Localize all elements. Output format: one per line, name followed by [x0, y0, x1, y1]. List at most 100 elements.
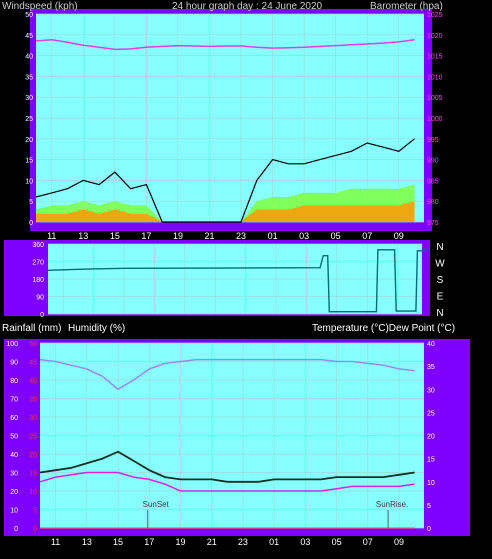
wind-average-area [36, 201, 415, 222]
direction-y-tick-label: 0 [40, 312, 44, 319]
humidity-y-tick-label: 30 [10, 471, 18, 478]
compass-label: E [437, 292, 444, 303]
barometer-y-tick-label: 1020 [427, 33, 443, 40]
wind-y-tick-label: 20 [25, 137, 33, 144]
wind-y-tick-label: 10 [25, 178, 33, 185]
x-tick-label: 13 [78, 231, 88, 241]
temp-y-tick-label: 10 [427, 480, 435, 487]
rain-y-tick-label: 25 [29, 434, 37, 441]
x-tick-label: 23 [236, 231, 246, 241]
temp-y-tick-label: 20 [427, 434, 435, 441]
wind-y-tick-label: 30 [25, 95, 33, 102]
temp-y-tick-label: 5 [427, 503, 431, 510]
x-tick-label: 01 [269, 537, 279, 547]
direction-y-tick-label: 270 [32, 260, 44, 267]
humidity-y-tick-label: 100 [6, 341, 18, 348]
temp-y-tick-label: 0 [427, 526, 431, 533]
rainfall-axis-title: Rainfall (mm) [2, 323, 61, 334]
humidity-y-tick-label: 90 [10, 360, 18, 367]
dewpoint-line [39, 471, 415, 492]
wind-gust-line [35, 138, 415, 223]
rain-y-tick-label: 35 [29, 397, 37, 404]
humidity-y-tick-label: 80 [10, 378, 18, 385]
compass-label: S [437, 275, 444, 286]
barometer-y-tick-label: 1000 [427, 116, 443, 123]
humidity-y-tick-label: 70 [10, 397, 18, 404]
barometer-y-tick-label: 985 [427, 178, 439, 185]
x-tick-label: 19 [175, 537, 185, 547]
rain-y-tick-label: 0 [33, 526, 37, 533]
sunrise-label: SunRise. [376, 500, 408, 509]
compass-label: W [435, 259, 445, 270]
barometer-y-tick-label: 1005 [427, 95, 443, 102]
x-tick-label: 07 [362, 231, 372, 241]
rain-y-tick-label: 40 [29, 378, 37, 385]
wind-y-tick-label: 25 [25, 116, 33, 123]
humidity-y-tick-label: 0 [14, 526, 18, 533]
rain-y-tick-label: 45 [29, 360, 37, 367]
humidity-y-tick-label: 60 [10, 415, 18, 422]
wind-y-tick-label: 15 [25, 158, 33, 165]
rain-y-tick-label: 10 [29, 489, 37, 496]
rain-y-tick-label: 50 [29, 341, 37, 348]
barometer-y-tick-label: 1010 [427, 74, 443, 81]
barometer-y-tick-label: 1025 [427, 12, 443, 19]
series-layer [35, 39, 426, 529]
temperature-line [39, 450, 415, 483]
humidity-y-tick-label: 50 [10, 434, 18, 441]
compass-label: N [436, 242, 443, 253]
humidity-y-tick-label: 20 [10, 489, 18, 496]
barometer-y-tick-label: 995 [427, 137, 439, 144]
x-tick-label: 01 [268, 231, 278, 241]
rain-y-tick-label: 15 [29, 471, 37, 478]
wind-y-tick-label: 35 [25, 74, 33, 81]
x-tick-label: 19 [173, 231, 183, 241]
barometer-y-tick-label: 1015 [427, 54, 443, 61]
labels-layer: 0510152025303540455097598098599099510001… [6, 12, 445, 547]
compass-label: N [436, 308, 443, 319]
sunset-label: SunSet [143, 500, 170, 509]
direction-y-tick-label: 180 [32, 277, 44, 284]
barometer-line [35, 39, 415, 51]
rain-y-tick-label: 20 [29, 452, 37, 459]
direction-y-tick-label: 360 [32, 242, 44, 249]
x-tick-label: 09 [394, 537, 404, 547]
x-tick-label: 07 [363, 537, 373, 547]
wind-y-tick-label: 50 [25, 12, 33, 19]
temp-y-tick-label: 40 [427, 341, 435, 348]
x-tick-label: 17 [141, 231, 151, 241]
humidity-line [39, 358, 415, 391]
barometer-y-tick-label: 990 [427, 158, 439, 165]
humidity-axis-title: Humidity (%) [68, 323, 125, 334]
x-tick-label: 23 [238, 537, 248, 547]
x-tick-label: 13 [82, 537, 92, 547]
x-tick-label: 09 [394, 231, 404, 241]
x-tick-label: 03 [300, 537, 310, 547]
temp-y-tick-label: 15 [427, 457, 435, 464]
wind-y-tick-label: 0 [29, 220, 33, 227]
x-tick-label: 11 [51, 537, 60, 547]
wind-direction-line [47, 247, 426, 313]
temp-y-tick-label: 35 [427, 364, 435, 371]
wind-y-tick-label: 40 [25, 54, 33, 61]
x-tick-label: 21 [207, 537, 217, 547]
grid-layer [36, 13, 424, 529]
wind-y-tick-label: 5 [29, 199, 33, 206]
temperature-axis-title: Temperature (°C)Dew Point (°C) [312, 323, 455, 334]
x-tick-label: 21 [204, 231, 214, 241]
x-tick-label: 15 [110, 231, 120, 241]
barometer-y-tick-label: 975 [427, 220, 439, 227]
wind-y-tick-label: 45 [25, 33, 33, 40]
temp-y-tick-label: 25 [427, 410, 435, 417]
x-tick-label: 15 [113, 537, 123, 547]
x-tick-label: 11 [47, 231, 56, 241]
barometer-y-tick-label: 980 [427, 199, 439, 206]
rain-y-tick-label: 5 [33, 508, 37, 515]
chart-title: 24 hour graph day : 24 June 2020 [172, 1, 323, 12]
rain-y-tick-label: 30 [29, 415, 37, 422]
x-tick-label: 17 [144, 537, 154, 547]
x-tick-label: 05 [331, 231, 341, 241]
humidity-y-tick-label: 10 [10, 508, 18, 515]
